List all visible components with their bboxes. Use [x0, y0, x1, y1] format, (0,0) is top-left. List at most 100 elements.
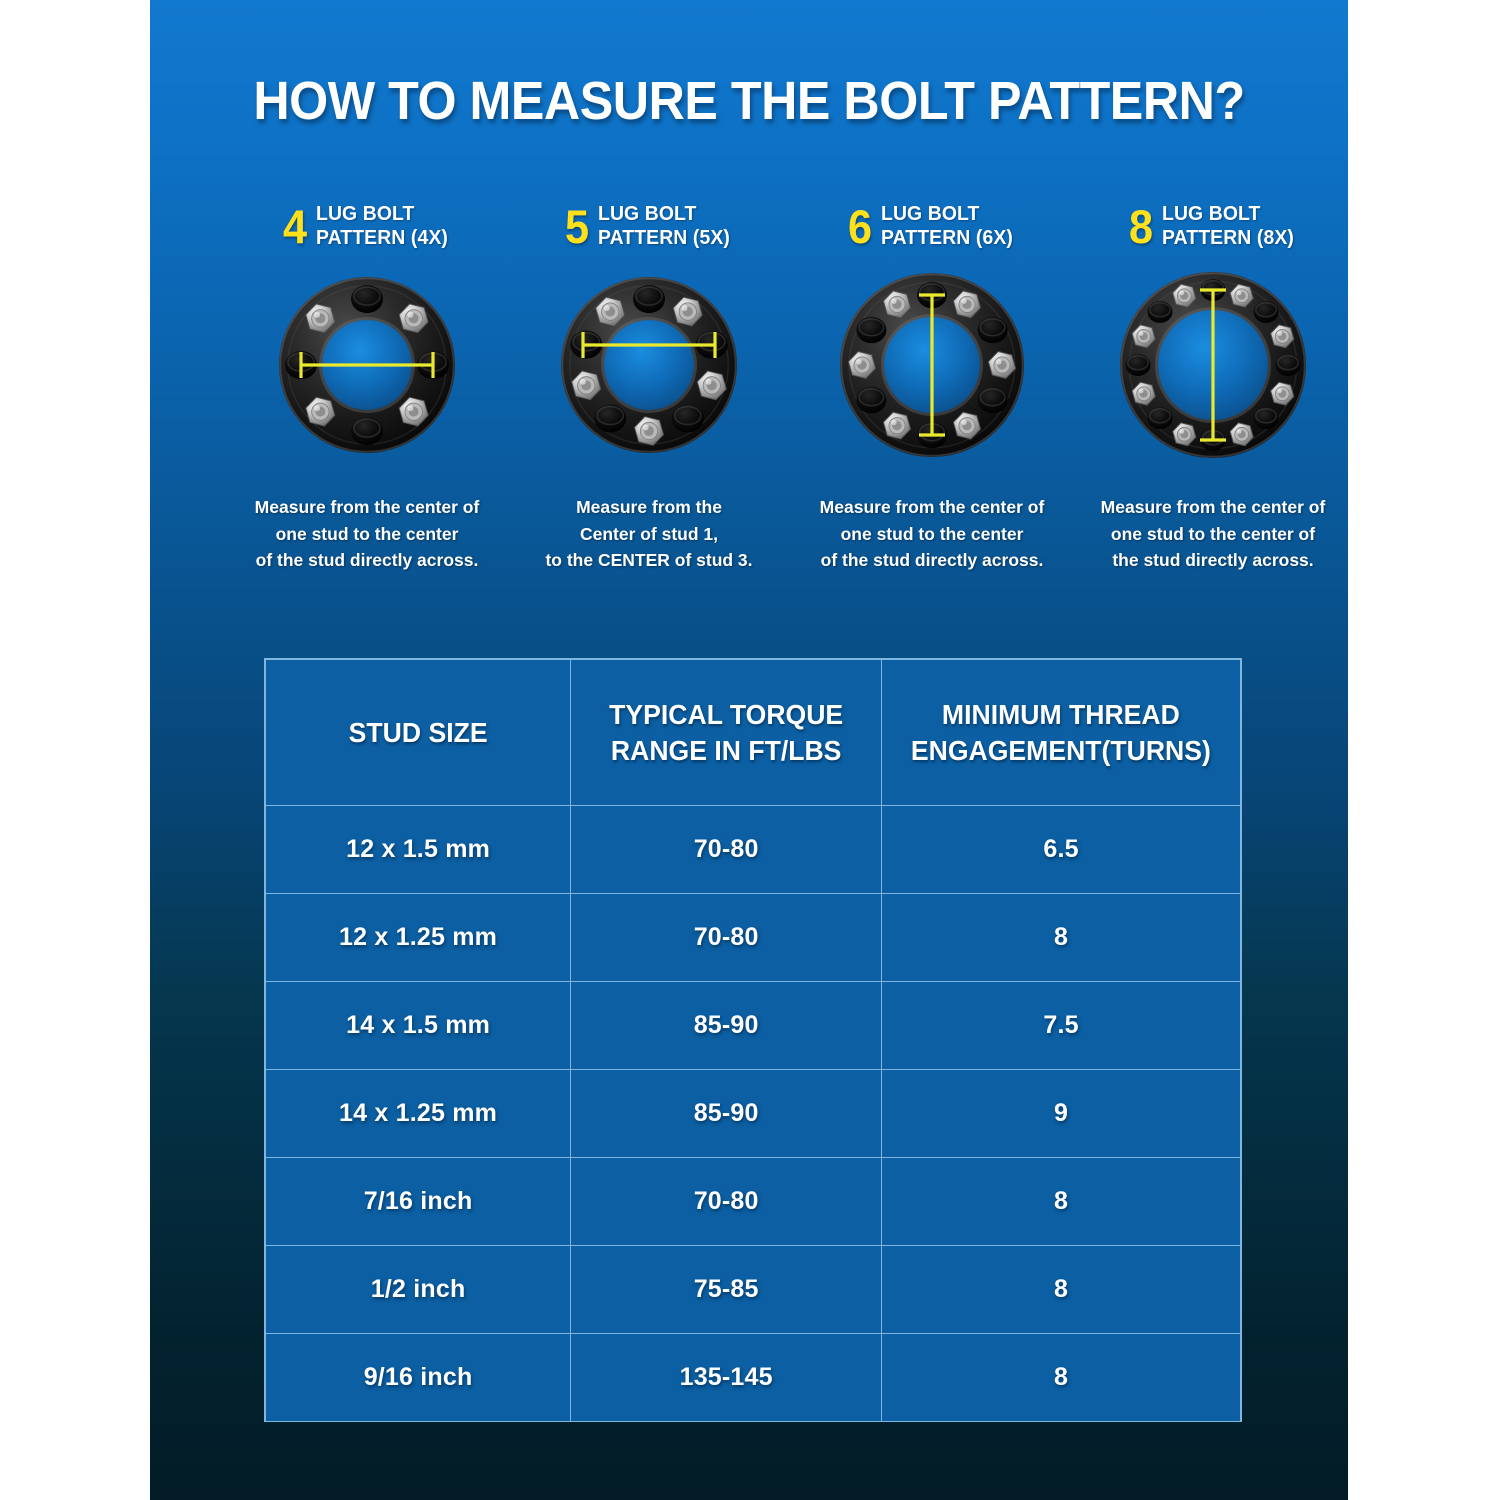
pattern-label-line1: LUG BOLT [1162, 203, 1261, 225]
caption-line: Measure from the [576, 497, 722, 517]
wheel-spacer-svg [561, 276, 737, 453]
cell-torque-range: 70-80 [570, 893, 883, 982]
pattern-caption: Measure from the center of one stud to t… [222, 494, 512, 574]
pattern-column-8: 8 LUG BOLT PATTERN (8X) Measure from the… [1068, 195, 1348, 574]
pattern-header: 8 LUG BOLT PATTERN (8X) [1068, 195, 1348, 257]
table-header-row: STUD SIZE TYPICAL TORQUE RANGE IN FT/LBS [264, 659, 1241, 806]
wheel-spacer-image-8lug [1068, 257, 1348, 472]
cell-text: 85-90 [693, 1099, 759, 1127]
pattern-caption: Measure from the center of one stud to t… [787, 494, 1077, 574]
wheel-spacer-svg [840, 272, 1024, 457]
pattern-label: LUG BOLT PATTERN (6X) [881, 202, 1013, 250]
column-header-stud-size: STUD SIZE [264, 659, 572, 806]
cell-torque-range: 75-85 [570, 1245, 883, 1334]
table-row: 12 x 1.5 mm 70-80 6.5 [264, 805, 1241, 894]
caption-line: to the CENTER of stud 3. [545, 550, 753, 571]
cell-stud-size: 1/2 inch [264, 1245, 572, 1334]
torque-spec-table: STUD SIZE TYPICAL TORQUE RANGE IN FT/LBS [264, 658, 1242, 1422]
caption-line: Center of stud 1, [579, 523, 719, 544]
wheel-spacer-image-5lug [504, 257, 794, 472]
cell-text: 70-80 [693, 835, 759, 863]
wheel-spacer-svg [279, 276, 455, 453]
cell-stud-size: 14 x 1.25 mm [264, 1069, 572, 1158]
table-row: 14 x 1.25 mm 85-90 9 [264, 1069, 1241, 1158]
cell-text: 70-80 [693, 1187, 759, 1215]
cell-text: 12 x 1.25 mm [339, 923, 498, 951]
cell-text: 8 [1054, 923, 1069, 951]
table-body: 12 x 1.5 mm 70-80 6.5 12 x 1.25 mm 70-80 8 14 … [264, 805, 1241, 1422]
pattern-column-5: 5 LUG BOLT PATTERN (5X) Measure from the… [504, 195, 794, 574]
cell-text: 8 [1054, 1187, 1069, 1215]
pattern-number: 6 [847, 199, 873, 253]
pattern-label-line1: LUG BOLT [316, 203, 415, 225]
caption-line: Measure from the center of [819, 497, 1045, 517]
pattern-column-6: 6 LUG BOLT PATTERN (6X) Measure from the… [787, 195, 1077, 574]
cell-thread-engagement: 8 [881, 1157, 1241, 1246]
pattern-number: 8 [1128, 199, 1154, 253]
cell-thread-engagement: 8 [881, 893, 1241, 982]
table-row: 12 x 1.25 mm 70-80 8 [264, 893, 1241, 982]
cell-thread-engagement: 8 [881, 1333, 1241, 1422]
blue-panel: HOW TO MEASURE THE BOLT PATTERN? 4 LUG B… [150, 0, 1348, 1500]
header-line: TYPICAL TORQUE [609, 698, 844, 730]
cell-text: 14 x 1.5 mm [346, 1011, 491, 1039]
pattern-label-line2: PATTERN (5X) [598, 227, 730, 249]
pattern-label: LUG BOLT PATTERN (4X) [316, 202, 448, 250]
wheel-spacer-image-4lug [222, 257, 512, 472]
pattern-label-line2: PATTERN (6X) [881, 227, 1013, 249]
header-line: MINIMUM THREAD [942, 698, 1181, 730]
caption-line: of the stud directly across. [820, 550, 1044, 571]
header-line: STUD SIZE [348, 716, 488, 748]
cell-torque-range: 85-90 [570, 1069, 883, 1158]
column-header-torque-range: TYPICAL TORQUE RANGE IN FT/LBS [570, 659, 883, 806]
cell-text: 6.5 [1043, 835, 1079, 863]
cell-text: 8 [1054, 1275, 1069, 1303]
pattern-label-line1: LUG BOLT [881, 203, 980, 225]
pattern-label: LUG BOLT PATTERN (8X) [1162, 202, 1294, 250]
cell-stud-size: 14 x 1.5 mm [264, 981, 572, 1070]
cell-text: 9/16 inch [363, 1363, 473, 1391]
cell-text: 1/2 inch [370, 1275, 466, 1303]
pattern-number: 4 [282, 199, 308, 253]
cell-stud-size: 12 x 1.25 mm [264, 893, 572, 982]
caption-line: the stud directly across. [1112, 550, 1314, 571]
cell-torque-range: 70-80 [570, 805, 883, 894]
caption-line: one stud to the center [840, 523, 1024, 544]
caption-line: one stud to the center [275, 523, 459, 544]
header-line: ENGAGEMENT(TURNS) [911, 734, 1212, 766]
pattern-caption: Measure from the center of one stud to t… [1068, 494, 1348, 574]
table-row: 1/2 inch 75-85 8 [264, 1245, 1241, 1334]
cell-thread-engagement: 6.5 [881, 805, 1241, 894]
cell-thread-engagement: 8 [881, 1245, 1241, 1334]
pattern-header: 5 LUG BOLT PATTERN (5X) [504, 195, 794, 257]
table-row: 9/16 inch 135-145 8 [264, 1333, 1241, 1422]
pattern-label-line2: PATTERN (4X) [316, 227, 448, 249]
caption-line: Measure from the center of [254, 497, 480, 517]
pattern-label-line2: PATTERN (8X) [1162, 227, 1294, 249]
cell-text: 135-145 [679, 1363, 773, 1391]
pattern-number: 5 [564, 199, 590, 253]
cell-stud-size: 7/16 inch [264, 1157, 572, 1246]
pattern-label: LUG BOLT PATTERN (5X) [598, 202, 730, 250]
cell-stud-size: 12 x 1.5 mm [264, 805, 572, 894]
pattern-column-4: 4 LUG BOLT PATTERN (4X) Measure from the… [222, 195, 512, 574]
pattern-header: 4 LUG BOLT PATTERN (4X) [222, 195, 512, 257]
caption-line: of the stud directly across. [255, 550, 479, 571]
pattern-header: 6 LUG BOLT PATTERN (6X) [787, 195, 1077, 257]
cell-text: 70-80 [693, 923, 759, 951]
cell-text: 7/16 inch [363, 1187, 473, 1215]
caption-line: one stud to the center of [1110, 523, 1316, 544]
header-line: RANGE IN FT/LBS [610, 734, 842, 766]
cell-torque-range: 135-145 [570, 1333, 883, 1422]
cell-text: 85-90 [693, 1011, 759, 1039]
wheel-spacer-svg [1120, 271, 1306, 458]
cell-text: 14 x 1.25 mm [339, 1099, 498, 1127]
pattern-caption: Measure from the Center of stud 1, to th… [504, 494, 794, 574]
cell-text: 7.5 [1043, 1011, 1079, 1039]
cell-torque-range: 85-90 [570, 981, 883, 1070]
caption-line: Measure from the center of [1100, 497, 1326, 517]
table-row: 14 x 1.5 mm 85-90 7.5 [264, 981, 1241, 1070]
wheel-spacer-image-6lug [787, 257, 1077, 472]
cell-torque-range: 70-80 [570, 1157, 883, 1246]
